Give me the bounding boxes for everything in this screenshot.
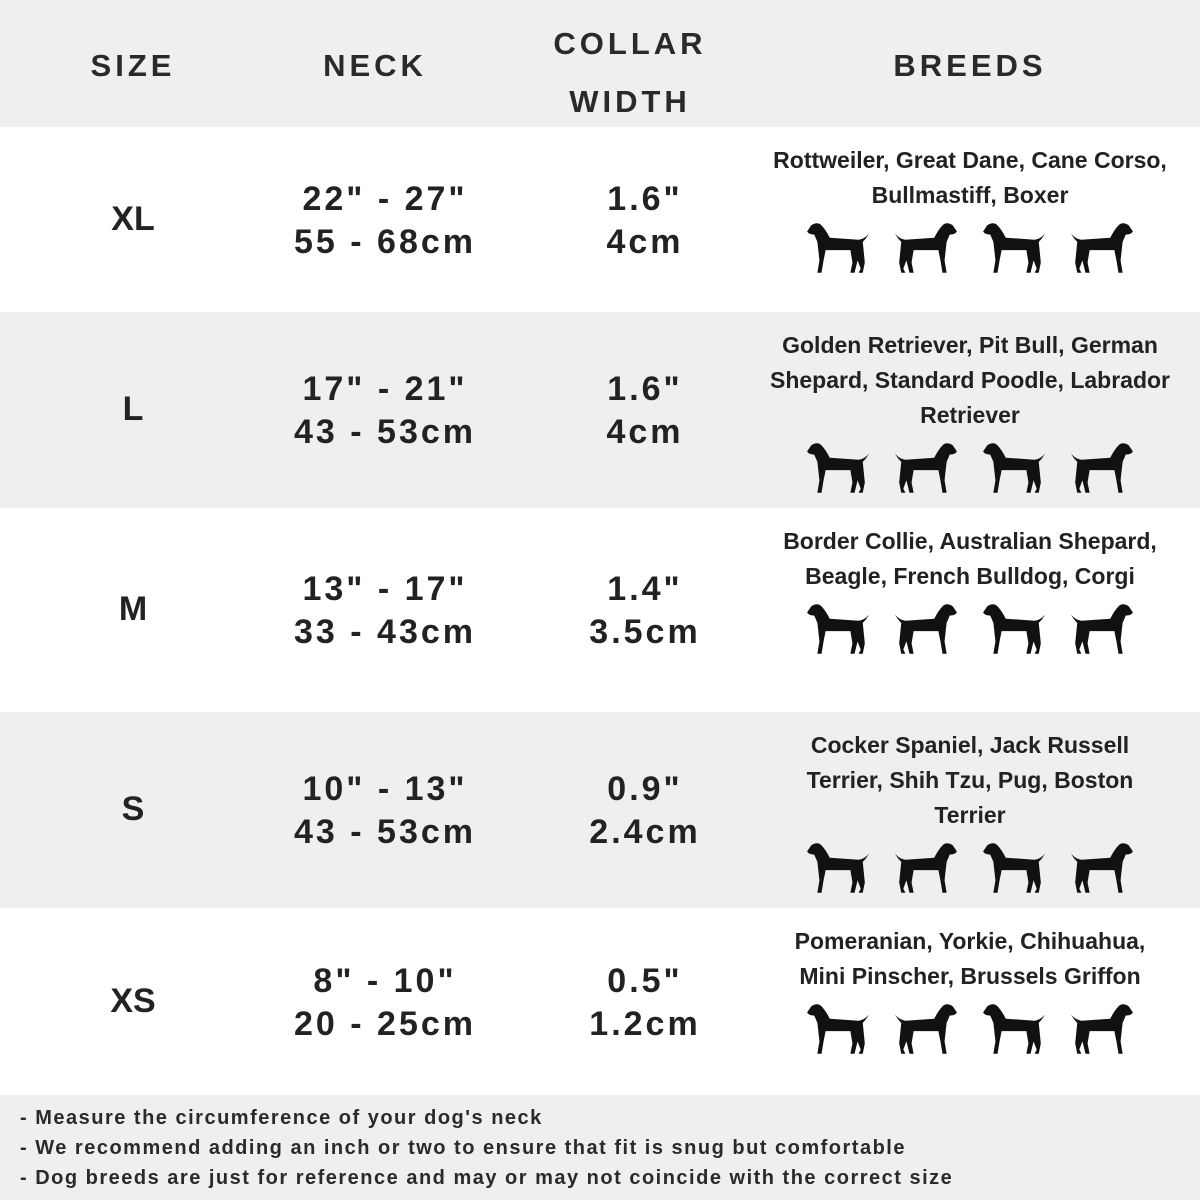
german-shepherd-icon [1071,443,1133,493]
size-label: L [122,390,144,428]
chihuahua-icon [983,1004,1045,1054]
doberman-icon [983,223,1045,273]
notes: - Measure the circumference of your dog'… [20,1103,953,1193]
size-label: XL [111,199,155,238]
collar-inches: 1.4" [607,570,683,608]
great-dane-icon [895,223,957,273]
note: - Dog breeds are just for reference and … [20,1167,954,1189]
breeds-list: Border Collie, Australian Shepard, Beagl… [783,528,1157,589]
size-row: XS 8" - 10" 20 - 25cm 0.5" 1.2cm Pomeran… [0,908,1200,1095]
neck-measure: 8" - 10" 20 - 25cm [235,960,535,1046]
size-row: M 13" - 17" 33 - 43cm 1.4" 3.5cm Border … [0,508,1200,712]
notes-band [0,1095,1200,1200]
neck-inches: 22" - 27" [302,179,468,218]
collar-cm: 1.2cm [589,1004,701,1043]
breeds-cell: Golden Retriever, Pit Bull, German Shepa… [770,328,1170,497]
breeds-cell: Cocker Spaniel, Jack Russell Terrier, Sh… [770,728,1170,897]
breeds-list: Golden Retriever, Pit Bull, German Shepa… [770,332,1171,428]
collar-width: 1.4" 3.5cm [530,568,760,654]
size-row: XL 22" - 27" 55 - 68cm 1.6" 4cm Rottweil… [0,127,1200,312]
size-row: L 17" - 21" 43 - 53cm 1.6" 4cm Golden Re… [0,312,1200,508]
breeds-list: Pomeranian, Yorkie, Chihuahua, Mini Pins… [794,928,1146,989]
collar-cm: 3.5cm [589,613,701,651]
note: - We recommend adding an inch or two to … [20,1137,906,1159]
breeds-cell: Pomeranian, Yorkie, Chihuahua, Mini Pins… [770,924,1170,1058]
breeds-cell: Border Collie, Australian Shepard, Beagl… [770,524,1170,658]
neck-measure: 13" - 17" 33 - 43cm [235,568,535,654]
shih-tzu-icon [983,843,1045,893]
mini-pinscher-icon [1071,1004,1133,1054]
collar-cm: 4cm [606,222,684,261]
collar-inches: 1.6" [607,179,683,218]
header-collar-line2: WIDTH [569,84,691,119]
corgi-icon [1071,604,1133,654]
rottweiler-icon [807,223,869,273]
collar-inches: 1.6" [607,370,683,408]
collar-width: 1.6" 4cm [530,368,760,454]
collar-cm: 2.4cm [589,813,701,851]
neck-inches: 10" - 13" [302,770,468,808]
neck-inches: 13" - 17" [302,570,468,608]
labrador-icon [895,443,957,493]
header-neck: NECK [323,48,427,83]
size-row: S 10" - 13" 43 - 53cm 0.9" 2.4cm Cocker … [0,712,1200,908]
neck-cm: 43 - 53cm [294,813,476,851]
neck-cm: 33 - 43cm [294,613,476,651]
breeds-cell: Rottweiler, Great Dane, Cane Corso, Bull… [770,143,1170,277]
breed-icons [770,600,1170,658]
breeds-list: Cocker Spaniel, Jack Russell Terrier, Sh… [806,732,1134,828]
poodle-icon [983,443,1045,493]
size-label: M [118,590,148,628]
neck-cm: 20 - 25cm [294,1004,476,1043]
table-header: SIZE NECK COLLAR WIDTH BREEDS [0,0,1200,127]
breed-icons [770,1000,1170,1058]
border-collie-icon [807,604,869,654]
breeds-list: Rottweiler, Great Dane, Cane Corso, Bull… [773,147,1167,208]
neck-measure: 22" - 27" 55 - 68cm [235,178,535,264]
beagle-icon [895,604,957,654]
yorkie-icon [895,1004,957,1054]
breed-icons [770,439,1170,497]
collar-inches: 0.9" [607,770,683,808]
cocker-spaniel-icon [807,843,869,893]
neck-inches: 8" - 10" [313,961,457,1000]
golden-retriever-icon [807,443,869,493]
jack-russell-icon [895,843,957,893]
neck-cm: 55 - 68cm [294,222,476,261]
collar-width: 0.5" 1.2cm [530,960,760,1046]
bullmastiff-icon [1071,223,1133,273]
french-bulldog-icon [983,604,1045,654]
neck-cm: 43 - 53cm [294,413,476,451]
header-breeds: BREEDS [893,48,1047,83]
collar-width: 1.6" 4cm [530,178,760,264]
header-size: SIZE [90,48,176,83]
size-label: S [121,790,145,828]
header-collar-line1: COLLAR [553,26,707,61]
header-collar-width: COLLAR WIDTH [530,14,730,132]
collar-inches: 0.5" [607,961,683,1000]
breed-icons [770,839,1170,897]
collar-width: 0.9" 2.4cm [530,768,760,854]
neck-measure: 17" - 21" 43 - 53cm [235,368,535,454]
breed-icons [770,219,1170,277]
size-label: XS [110,981,156,1020]
neck-inches: 17" - 21" [302,370,468,408]
pomeranian-icon [807,1004,869,1054]
collar-cm: 4cm [606,413,684,451]
note: - Measure the circumference of your dog'… [20,1107,543,1129]
neck-measure: 10" - 13" 43 - 53cm [235,768,535,854]
pug-icon [1071,843,1133,893]
